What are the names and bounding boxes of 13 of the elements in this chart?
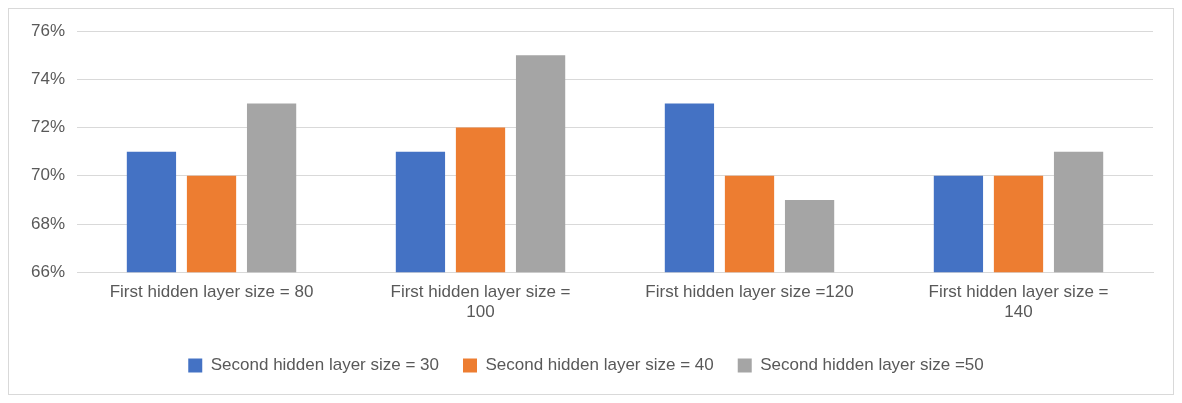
y-tick-label: 68%	[30, 213, 66, 233]
legend-label: Second hidden layer size = 40	[485, 355, 714, 375]
x-tick-label: First hidden layer size =120	[645, 282, 854, 302]
legend-label: Second hidden layer size =50	[760, 355, 984, 375]
y-tick-label: 74%	[30, 69, 66, 89]
y-tick-label: 72%	[30, 117, 66, 137]
legend-label: Second hidden layer size = 30	[210, 355, 439, 375]
y-tick-label: 70%	[30, 165, 66, 185]
x-tick-label: First hidden layer size = 80	[109, 282, 314, 302]
y-tick-label: 76%	[30, 20, 66, 40]
x-tick-label: First hidden layer size = 140	[928, 282, 1109, 322]
x-tick-label: First hidden layer size = 100	[390, 282, 571, 322]
y-tick-label: 66%	[30, 261, 66, 281]
